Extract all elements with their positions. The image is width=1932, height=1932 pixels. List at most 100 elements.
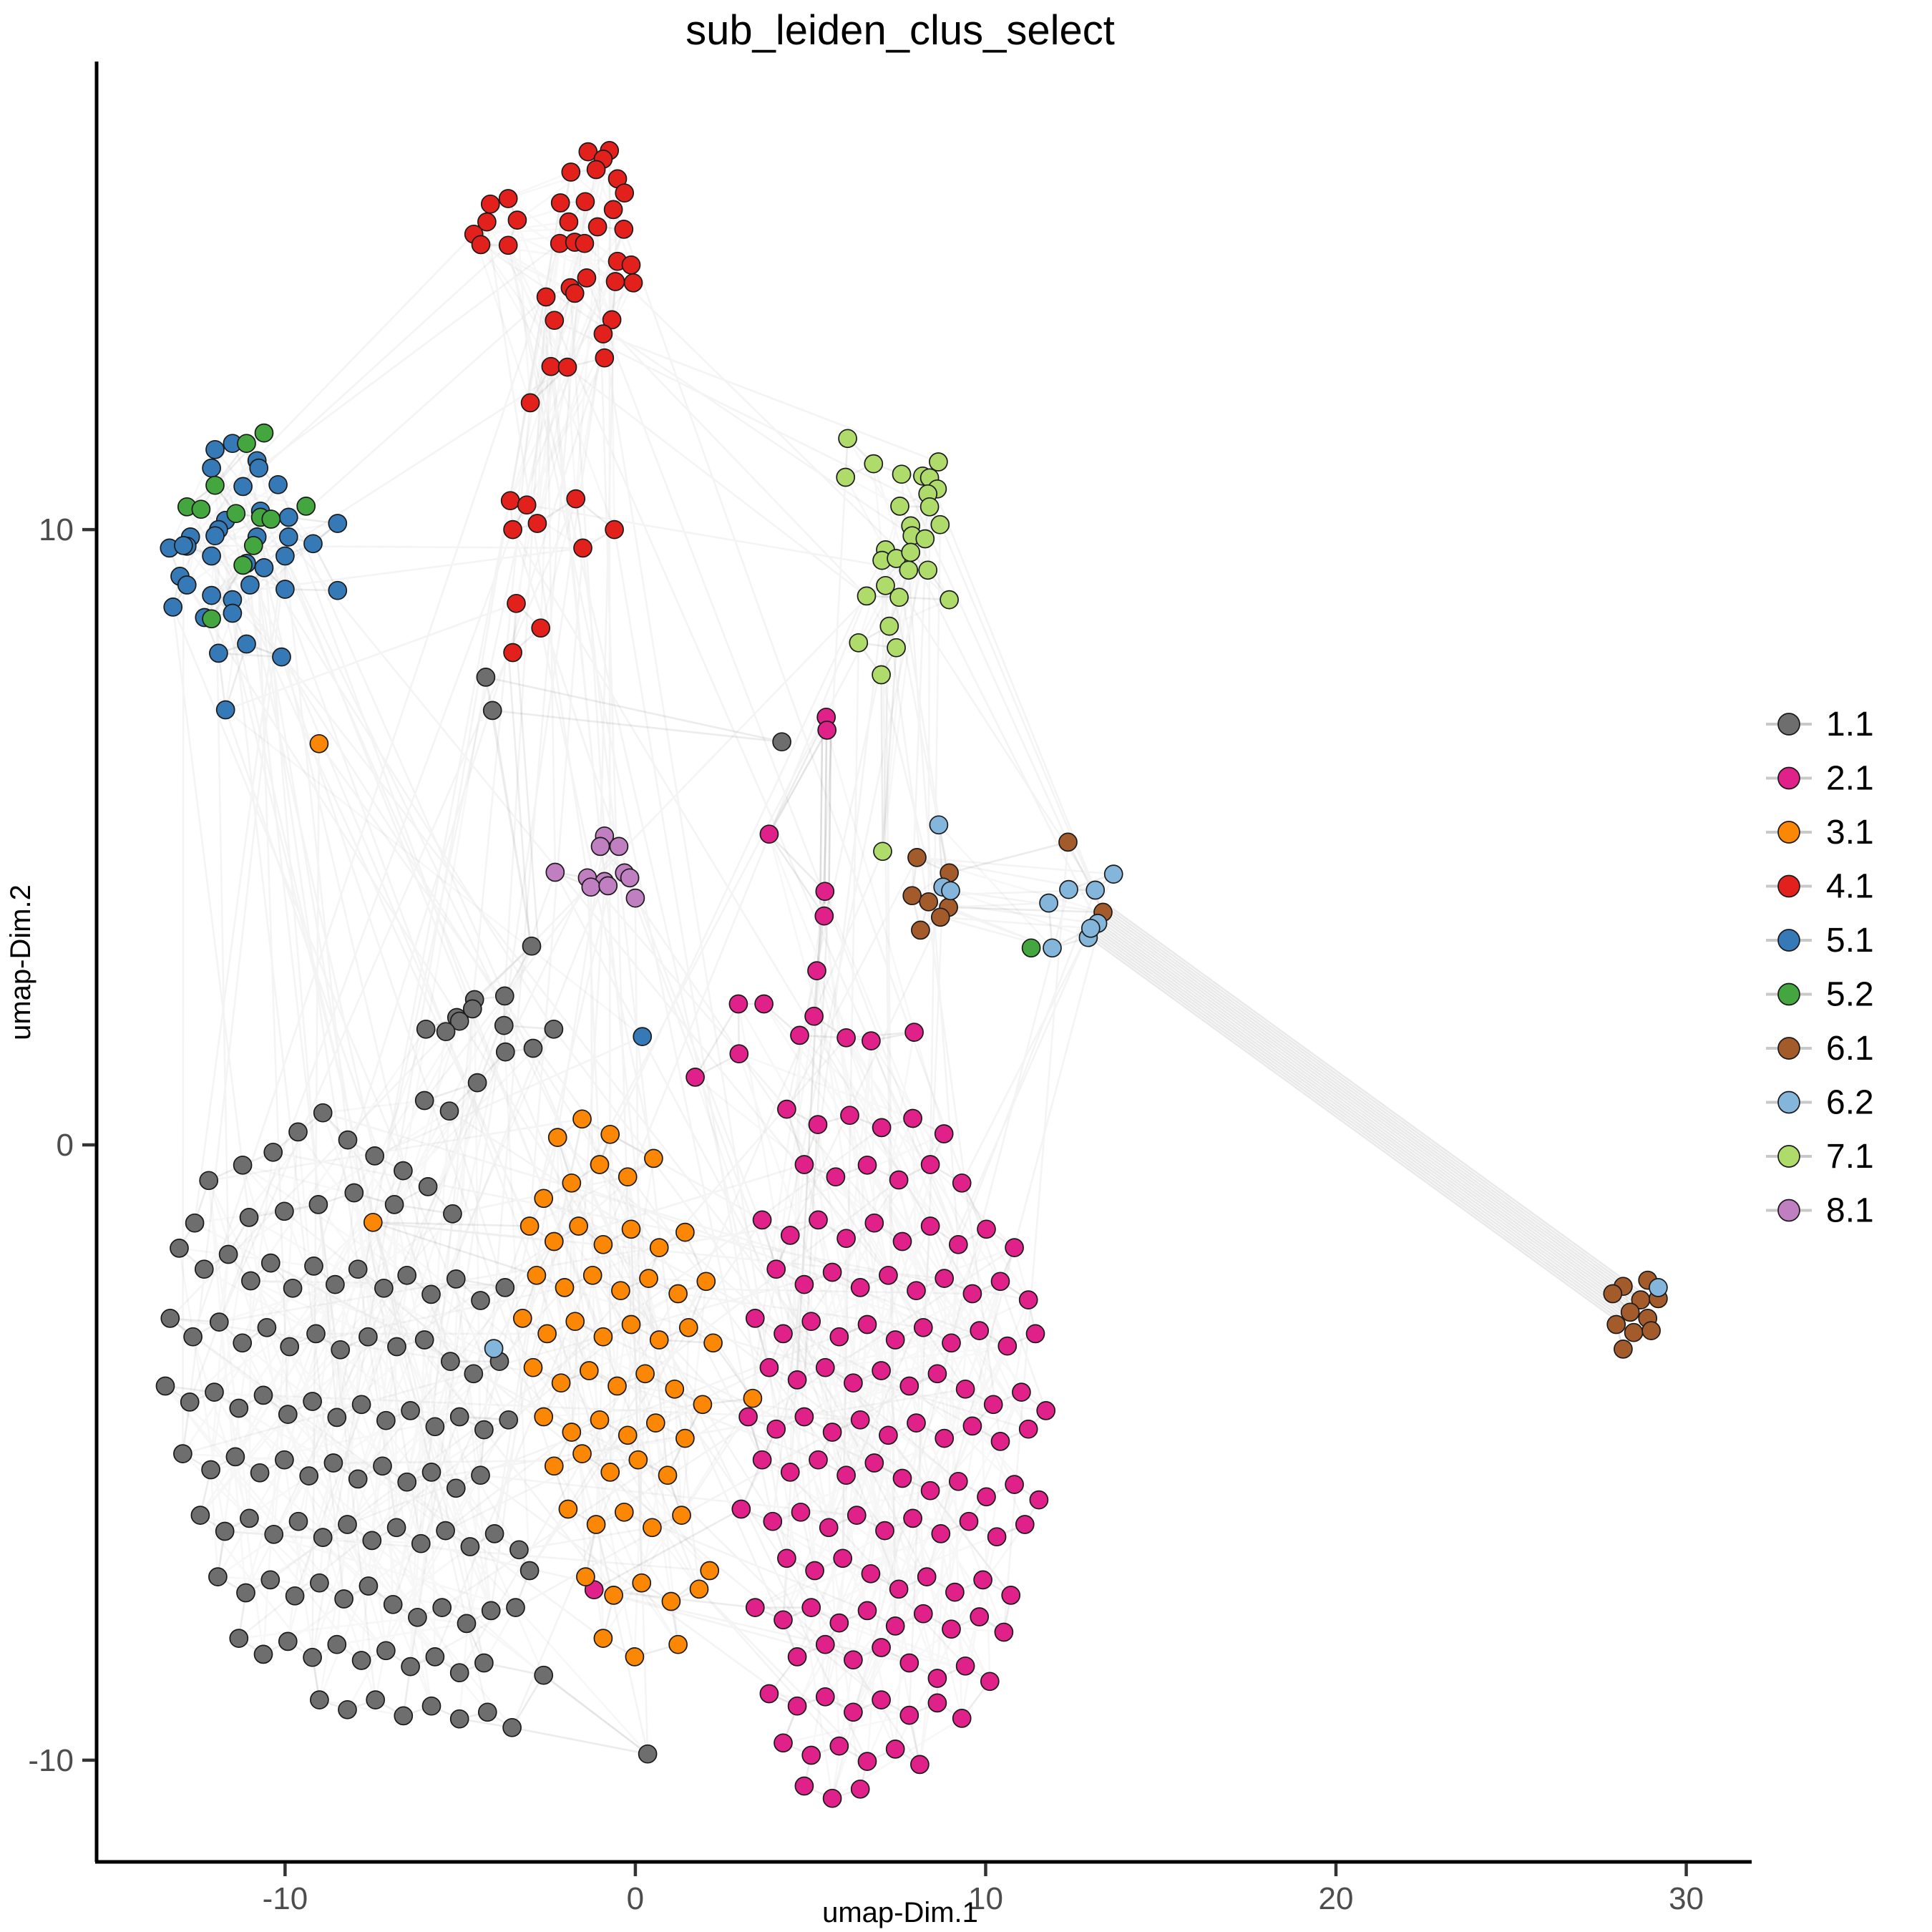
data-point <box>229 1398 249 1418</box>
data-point <box>348 1259 368 1279</box>
data-point <box>476 668 496 687</box>
legend-label: 6.2 <box>1826 1084 1874 1122</box>
legend-swatch <box>1777 1037 1800 1060</box>
data-point <box>1058 832 1078 852</box>
data-point <box>625 888 645 908</box>
data-point <box>313 1528 333 1547</box>
data-point <box>328 514 348 533</box>
data-point <box>990 1272 1010 1292</box>
data-point <box>581 877 601 897</box>
data-point <box>763 1511 783 1531</box>
data-point <box>436 1521 455 1541</box>
legend-label: 2.1 <box>1826 760 1874 798</box>
data-point <box>836 1229 856 1249</box>
data-point <box>464 1364 484 1384</box>
data-point <box>517 495 537 515</box>
data-point <box>414 1330 434 1350</box>
data-point <box>449 1663 469 1683</box>
data-point <box>804 1006 824 1026</box>
data-point <box>621 1219 641 1239</box>
data-point <box>545 862 565 882</box>
axes: -10 0 10 20 30 -10 0 10 <box>28 62 1752 1916</box>
data-point <box>879 1265 898 1285</box>
data-point <box>384 1195 404 1214</box>
data-point <box>620 868 640 888</box>
legend-item-3.1: 3.1 <box>1766 814 1874 852</box>
data-point <box>421 1463 441 1482</box>
data-point <box>623 273 643 293</box>
data-point <box>665 1379 685 1399</box>
data-point <box>283 1278 303 1298</box>
data-point <box>226 504 246 524</box>
data-point <box>348 1469 368 1489</box>
data-point <box>503 519 522 540</box>
data-point <box>443 1204 462 1224</box>
data-point <box>864 1213 884 1233</box>
data-point <box>303 534 323 554</box>
data-point <box>299 1466 319 1485</box>
data-point <box>531 618 551 638</box>
legend-swatch <box>1777 821 1800 844</box>
data-point <box>170 1239 189 1258</box>
data-point <box>873 841 892 862</box>
data-point <box>990 1432 1010 1451</box>
data-point <box>183 1327 203 1347</box>
data-point <box>229 1629 249 1648</box>
legend-item-6.2: 6.2 <box>1766 1084 1874 1122</box>
data-point <box>1012 1382 1031 1402</box>
data-point <box>927 1364 947 1384</box>
data-point <box>275 1450 294 1470</box>
data-point <box>850 1278 870 1297</box>
data-point <box>484 1339 504 1358</box>
data-point <box>903 1108 922 1128</box>
data-point <box>534 1407 554 1427</box>
legend-item-1.1: 1.1 <box>1766 706 1874 743</box>
data-point <box>278 527 298 547</box>
data-point <box>801 1745 821 1765</box>
data-point <box>915 529 935 549</box>
data-point <box>745 1309 765 1328</box>
data-point <box>334 1589 353 1609</box>
data-point <box>931 1524 951 1543</box>
data-point <box>331 1340 351 1360</box>
data-point <box>278 1405 298 1424</box>
data-point <box>808 1115 828 1134</box>
data-point <box>864 1453 884 1473</box>
data-point <box>559 212 579 232</box>
data-point <box>306 1324 326 1344</box>
data-point <box>892 464 912 484</box>
data-point <box>558 1499 578 1519</box>
data-point <box>777 1099 796 1119</box>
data-point <box>787 1370 807 1390</box>
data-point <box>541 356 561 376</box>
data-point <box>696 1272 716 1292</box>
data-point <box>303 1647 322 1667</box>
data-point <box>929 452 948 472</box>
data-point <box>962 1416 982 1436</box>
legend-item-5.2: 5.2 <box>1766 976 1874 1014</box>
data-point <box>955 1656 975 1676</box>
data-point <box>519 1561 540 1581</box>
data-point <box>1018 1290 1038 1309</box>
data-point <box>791 1502 811 1522</box>
data-point <box>766 1419 786 1439</box>
data-point <box>498 235 518 255</box>
data-point <box>605 519 624 540</box>
data-point <box>693 1395 713 1415</box>
data-point <box>955 1379 975 1399</box>
data-point <box>383 1594 403 1614</box>
data-point <box>296 497 316 516</box>
data-point <box>280 1337 300 1357</box>
data-point <box>829 1736 849 1756</box>
data-point <box>794 1776 814 1796</box>
data-point <box>941 881 960 901</box>
data-point <box>308 1195 328 1214</box>
data-point <box>520 393 540 413</box>
data-point <box>929 815 949 835</box>
data-point <box>236 1583 255 1603</box>
data-point <box>879 616 899 636</box>
data-point <box>1021 938 1041 958</box>
data-point <box>278 1631 298 1652</box>
data-point <box>233 555 253 575</box>
